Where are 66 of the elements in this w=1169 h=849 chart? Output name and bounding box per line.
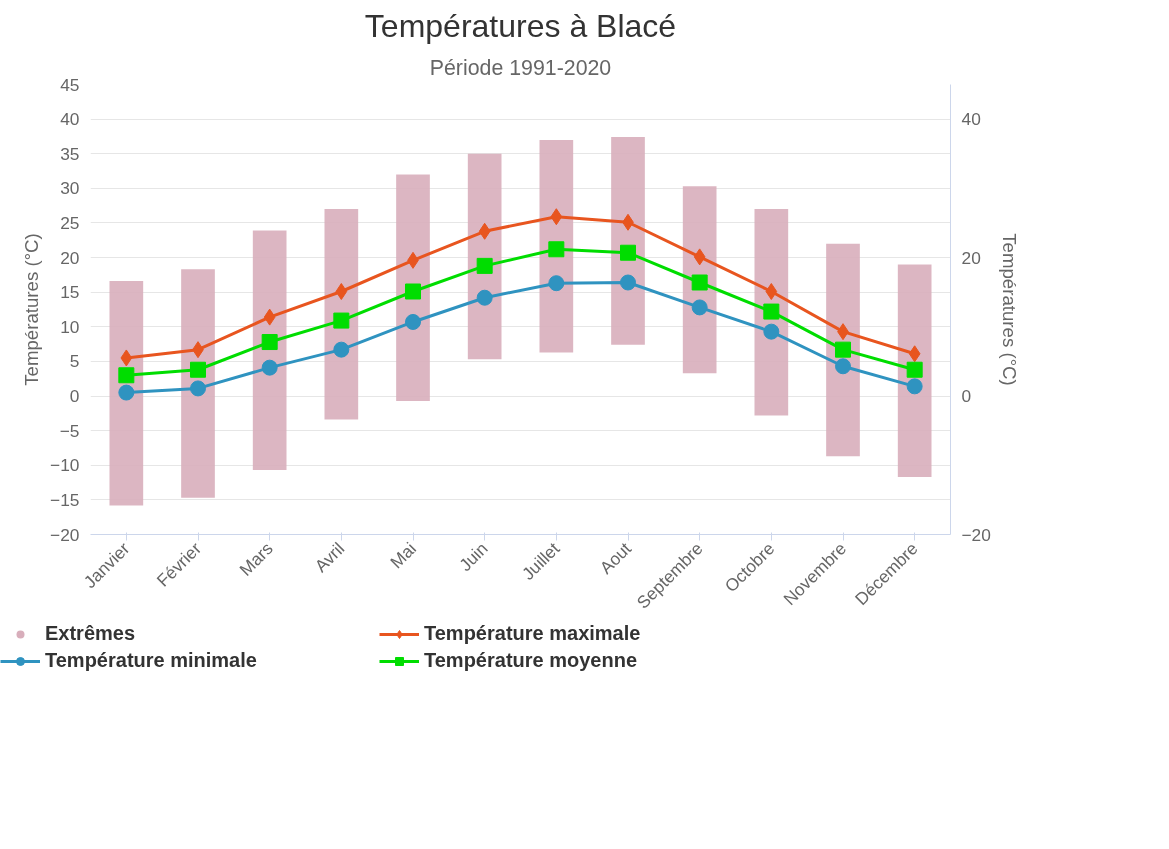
point bbox=[120, 349, 133, 367]
point bbox=[906, 378, 923, 395]
bar bbox=[181, 269, 215, 498]
point bbox=[261, 359, 278, 376]
y-tick-label: 25 bbox=[60, 212, 80, 233]
y-tick-label: 20 bbox=[60, 247, 80, 268]
point bbox=[691, 274, 708, 291]
point bbox=[908, 345, 921, 363]
point bbox=[550, 208, 563, 226]
point bbox=[476, 289, 493, 306]
y-tick-label: 30 bbox=[60, 178, 80, 199]
legend-label: Extrêmes bbox=[45, 622, 137, 645]
bar bbox=[396, 174, 430, 401]
point bbox=[190, 361, 206, 378]
point bbox=[335, 283, 348, 300]
bar bbox=[252, 230, 287, 471]
legend-label: Température moyenne bbox=[424, 649, 639, 672]
point bbox=[548, 275, 565, 292]
y-tick-label: 45 bbox=[60, 74, 80, 95]
point bbox=[691, 299, 708, 316]
bar bbox=[109, 281, 144, 506]
y-tick-label: 10 bbox=[60, 316, 80, 337]
y-tick-label: 15 bbox=[60, 282, 80, 303]
point bbox=[693, 248, 706, 266]
point bbox=[118, 367, 135, 384]
point bbox=[620, 244, 636, 261]
y-tick-label: 35 bbox=[60, 143, 80, 164]
y2-tick-label: 20 bbox=[961, 247, 981, 268]
point bbox=[763, 323, 780, 340]
point bbox=[405, 313, 421, 330]
y2-tick-label: 40 bbox=[961, 109, 981, 130]
y-tick-label: −5 bbox=[59, 420, 80, 441]
point bbox=[478, 222, 491, 240]
y-tick-label: 5 bbox=[69, 351, 80, 372]
bar bbox=[897, 264, 932, 478]
point bbox=[261, 334, 278, 351]
point bbox=[620, 274, 636, 291]
point bbox=[333, 341, 350, 358]
y2-tick-label: −20 bbox=[961, 524, 991, 545]
bar bbox=[539, 139, 574, 353]
y-tick-label: −10 bbox=[50, 455, 80, 476]
legend-label: Température minimale bbox=[45, 649, 258, 672]
point bbox=[190, 380, 206, 397]
y-tick-label: 0 bbox=[69, 386, 80, 407]
legend-label: Température maximale bbox=[424, 622, 642, 645]
chart-subtitle: Période 1991-2020 bbox=[429, 55, 612, 80]
point bbox=[548, 241, 565, 258]
point bbox=[405, 283, 421, 300]
point bbox=[263, 308, 276, 326]
y2-tick-label: 0 bbox=[961, 386, 972, 407]
point bbox=[333, 312, 350, 329]
x-tick-label: Mai bbox=[386, 538, 421, 573]
chart-title: Températures à Blacé bbox=[364, 7, 677, 44]
point bbox=[835, 341, 851, 358]
point bbox=[476, 257, 493, 274]
y-tick-label: 40 bbox=[60, 109, 80, 130]
point bbox=[763, 303, 780, 320]
point bbox=[835, 358, 851, 375]
point bbox=[118, 384, 135, 401]
point bbox=[765, 283, 778, 300]
y-tick-label: −20 bbox=[50, 524, 80, 545]
y-tick-label: −15 bbox=[50, 489, 80, 510]
point bbox=[906, 361, 923, 378]
y2-axis-title: Températures (°C) bbox=[998, 233, 1020, 386]
x-tick-label: Juin bbox=[455, 538, 492, 576]
y-axis-title: Températures (°C) bbox=[21, 233, 43, 386]
